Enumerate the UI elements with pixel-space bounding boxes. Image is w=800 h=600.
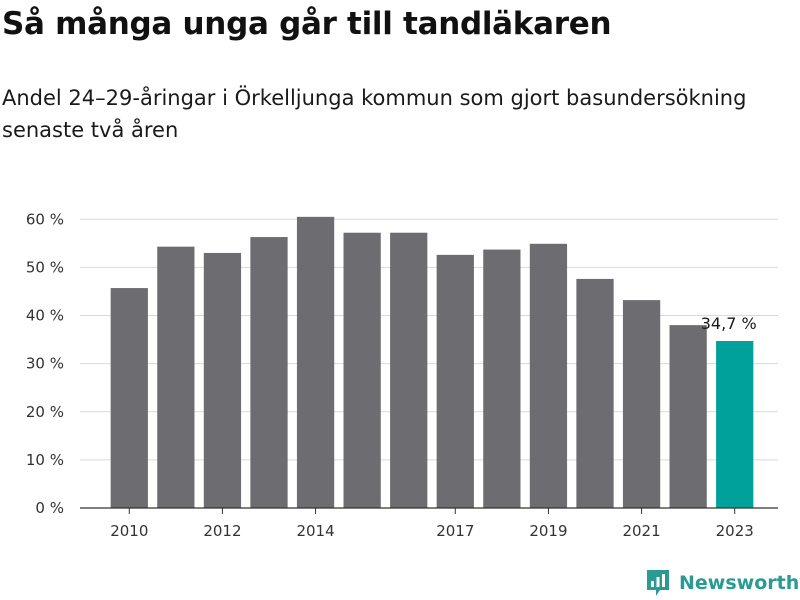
chart-subtitle: Andel 24–29-åringar i Örkelljunga kommun… (2, 86, 747, 142)
data-label: 34,7 % (701, 314, 757, 333)
chart-title: Så många unga går till tandläkaren (2, 6, 612, 42)
x-tick-label: 2017 (436, 522, 474, 540)
newsworthy-logo-icon (647, 570, 669, 596)
bar (529, 243, 568, 508)
bar (669, 325, 707, 508)
x-tick-label: 2010 (110, 522, 148, 540)
y-tick-label: 10 % (26, 451, 64, 469)
y-tick-label: 50 % (26, 258, 64, 276)
brand: Newsworthy (645, 568, 800, 598)
x-tick-label: 2014 (296, 522, 334, 540)
y-tick-label: 40 % (26, 307, 64, 325)
brand-name: Newsworthy (679, 572, 800, 594)
x-tick-label: 2019 (529, 522, 567, 540)
y-tick-label: 20 % (26, 403, 64, 421)
bar (483, 249, 521, 508)
x-tick-label: 2023 (716, 522, 754, 540)
bar (296, 216, 335, 508)
bar (576, 278, 614, 508)
bar (110, 288, 148, 508)
x-tick-label: 2012 (203, 522, 241, 540)
bar (716, 341, 754, 508)
bar (436, 254, 474, 508)
bar (250, 237, 288, 508)
x-tick-label: 2021 (622, 522, 660, 540)
y-tick-label: 30 % (26, 355, 64, 373)
bar (343, 232, 381, 508)
bar (390, 232, 428, 508)
bar (157, 246, 195, 508)
bar (622, 300, 661, 508)
y-tick-label: 0 % (35, 499, 64, 517)
bar (203, 252, 242, 508)
y-tick-label: 60 % (26, 210, 64, 228)
